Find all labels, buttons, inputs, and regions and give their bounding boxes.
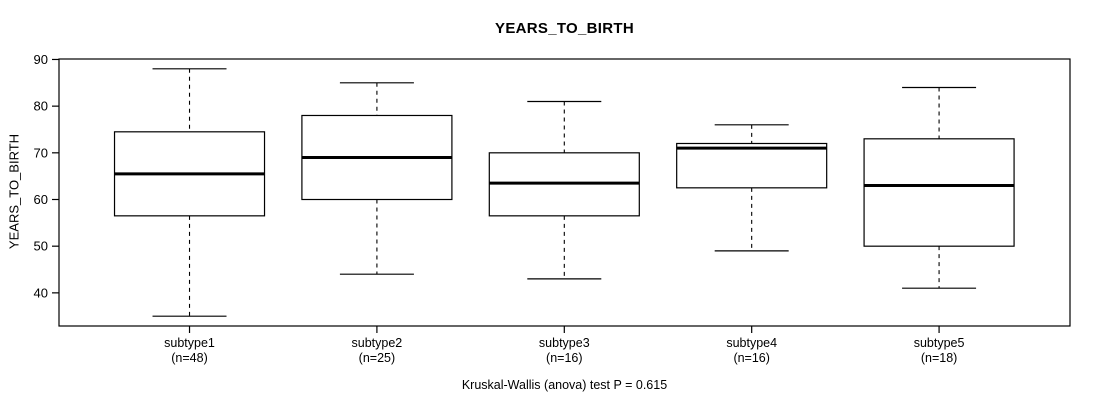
y-tick-label: 60: [34, 192, 48, 207]
sample-size-label: (n=18): [921, 351, 957, 365]
stat-test-caption: Kruskal-Wallis (anova) test P = 0.615: [461, 378, 668, 392]
category-label: subtype3: [539, 336, 590, 350]
sample-size-label: (n=25): [359, 351, 395, 365]
iqr-box: [863, 138, 1015, 247]
sample-size-label: (n=48): [171, 351, 207, 365]
iqr-box: [676, 142, 828, 189]
chart-title: YEARS_TO_BIRTH: [495, 20, 634, 37]
sample-size-label: (n=16): [546, 351, 582, 365]
y-tick-label: 90: [34, 52, 48, 67]
category-label: subtype4: [726, 336, 777, 350]
category-label: subtype1: [164, 336, 215, 350]
sample-size-label: (n=16): [733, 351, 769, 365]
category-label: subtype2: [352, 336, 403, 350]
y-tick-label: 70: [34, 145, 48, 160]
y-tick-label: 40: [34, 285, 48, 300]
y-tick-label: 50: [34, 239, 48, 254]
category-label: subtype5: [914, 336, 965, 350]
y-tick-label: 80: [34, 99, 48, 114]
